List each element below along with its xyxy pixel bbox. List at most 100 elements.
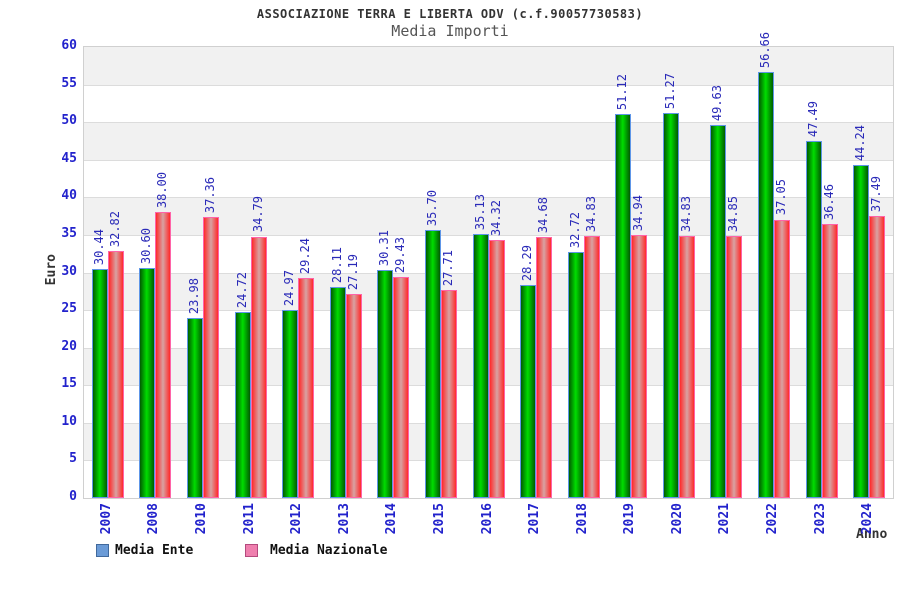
x-tick-label-2007: 2007 xyxy=(98,503,114,535)
bar-media-ente-2016 xyxy=(472,233,489,498)
bar-value-label: 27.19 xyxy=(345,253,360,290)
legend-label-media-ente: Media Ente xyxy=(115,543,194,558)
x-tick-label-2017: 2017 xyxy=(527,503,543,535)
gridline xyxy=(84,197,893,199)
bar-value-label: 51.27 xyxy=(662,72,677,109)
y-tick-label: 10 xyxy=(61,413,77,429)
bar-value-label: 38.00 xyxy=(155,172,170,209)
bar-media-nazionale-2014 xyxy=(393,276,410,498)
bar-media-nazionale-2021 xyxy=(726,236,743,498)
bar-value-label: 24.72 xyxy=(234,272,249,309)
bar-value-label: 34.94 xyxy=(631,195,646,232)
gridline xyxy=(84,234,893,236)
bar-media-nazionale-2013 xyxy=(345,293,362,498)
gridline xyxy=(84,122,893,124)
legend-label-media-nazionale: Media Nazionale xyxy=(270,543,388,558)
bar-value-label: 29.24 xyxy=(298,238,313,275)
bar-media-ente-2011 xyxy=(234,312,251,498)
bar-media-nazionale-2011 xyxy=(250,236,267,498)
bar-value-label: 37.49 xyxy=(869,176,884,213)
bar-value-label: 27.71 xyxy=(440,249,455,286)
bar-value-label: 34.83 xyxy=(583,196,598,233)
bar-media-nazionale-2022 xyxy=(774,219,791,498)
bar-media-nazionale-2017 xyxy=(536,237,553,498)
bar-value-label: 34.83 xyxy=(678,196,693,233)
bar-media-ente-2017 xyxy=(520,285,537,498)
y-tick-label: 55 xyxy=(61,75,77,91)
y-tick-label: 25 xyxy=(61,301,77,317)
bar-value-label: 36.46 xyxy=(821,183,836,220)
y-tick-label: 20 xyxy=(61,338,77,354)
bar-value-label: 34.85 xyxy=(726,195,741,233)
x-tick-label-2016: 2016 xyxy=(479,503,495,535)
x-tick-label-2023: 2023 xyxy=(812,503,828,535)
bar-media-nazionale-2018 xyxy=(583,236,600,498)
x-tick-label-2020: 2020 xyxy=(669,503,685,535)
bar-value-label: 28.11 xyxy=(329,246,344,283)
bar-value-label: 34.68 xyxy=(536,197,551,234)
bar-media-ente-2013 xyxy=(329,286,346,498)
bar-value-label: 37.05 xyxy=(774,179,789,216)
y-tick-label: 5 xyxy=(69,451,77,467)
x-axis-title: Anno xyxy=(856,527,888,542)
bar-value-label: 35.70 xyxy=(424,189,439,226)
bar-media-nazionale-2007 xyxy=(107,251,124,498)
bar-value-label: 28.29 xyxy=(520,245,535,282)
bar-media-nazionale-2012 xyxy=(298,278,315,498)
bar-value-label: 29.43 xyxy=(393,236,408,273)
bar-media-ente-2023 xyxy=(805,141,822,498)
bar-media-nazionale-2016 xyxy=(488,240,505,498)
x-tick-label-2022: 2022 xyxy=(765,503,781,535)
y-tick-label: 50 xyxy=(61,113,77,129)
bar-value-label: 24.97 xyxy=(282,270,297,307)
bar-media-nazionale-2023 xyxy=(821,223,838,498)
bar-value-label: 35.13 xyxy=(472,193,487,230)
bar-media-ente-2008 xyxy=(139,268,156,498)
x-tick-label-2024: 2024 xyxy=(860,503,876,535)
bar-value-label: 51.12 xyxy=(615,73,630,110)
bar-media-ente-2018 xyxy=(567,252,584,498)
bar-media-nazionale-2015 xyxy=(440,289,457,498)
bar-value-label: 23.98 xyxy=(186,277,201,314)
bar-media-nazionale-2019 xyxy=(631,235,648,498)
bar-media-ente-2022 xyxy=(758,72,775,498)
x-tick-label-2010: 2010 xyxy=(193,503,209,535)
bar-value-label: 49.63 xyxy=(710,84,725,121)
bar-media-ente-2010 xyxy=(186,317,203,498)
x-tick-label-2012: 2012 xyxy=(289,503,305,535)
x-tick-label-2011: 2011 xyxy=(241,503,257,535)
x-tick-label-2008: 2008 xyxy=(146,503,162,535)
bar-value-label: 56.66 xyxy=(758,31,773,69)
bar-media-ente-2020 xyxy=(662,112,679,498)
bar-value-label: 44.24 xyxy=(853,125,868,162)
bar-value-label: 32.82 xyxy=(107,211,122,248)
y-tick-label: 45 xyxy=(61,150,77,166)
bar-media-nazionale-2010 xyxy=(202,217,219,498)
bar-value-label: 30.31 xyxy=(377,230,392,267)
chart-subtitle: Media Importi xyxy=(391,22,509,40)
bar-value-label: 34.79 xyxy=(250,196,265,233)
bar-media-ente-2024 xyxy=(853,165,870,498)
bar-media-ente-2019 xyxy=(615,113,632,498)
x-tick-label-2021: 2021 xyxy=(717,503,733,535)
x-tick-label-2015: 2015 xyxy=(431,503,447,535)
bar-media-ente-2007 xyxy=(91,269,108,498)
y-tick-label: 30 xyxy=(61,263,77,279)
legend-swatch-media-ente xyxy=(96,544,109,557)
x-tick-label-2014: 2014 xyxy=(384,503,400,535)
gridline xyxy=(84,84,893,86)
bar-value-label: 34.32 xyxy=(488,199,503,237)
x-tick-label-2018: 2018 xyxy=(574,503,590,535)
y-tick-label: 15 xyxy=(61,376,77,392)
bar-media-nazionale-2008 xyxy=(155,212,172,498)
legend-swatch-media-nazionale xyxy=(245,544,258,557)
bar-media-ente-2012 xyxy=(282,310,299,498)
gridline xyxy=(84,159,893,161)
chart-title: ASSOCIAZIONE TERRA E LIBERTA ODV (c.f.90… xyxy=(256,7,644,21)
bar-media-ente-2021 xyxy=(710,124,727,498)
x-tick-label-2019: 2019 xyxy=(622,503,638,535)
bar-value-label: 32.72 xyxy=(567,211,582,249)
bar-media-ente-2014 xyxy=(377,270,394,498)
plot-area xyxy=(83,46,894,499)
